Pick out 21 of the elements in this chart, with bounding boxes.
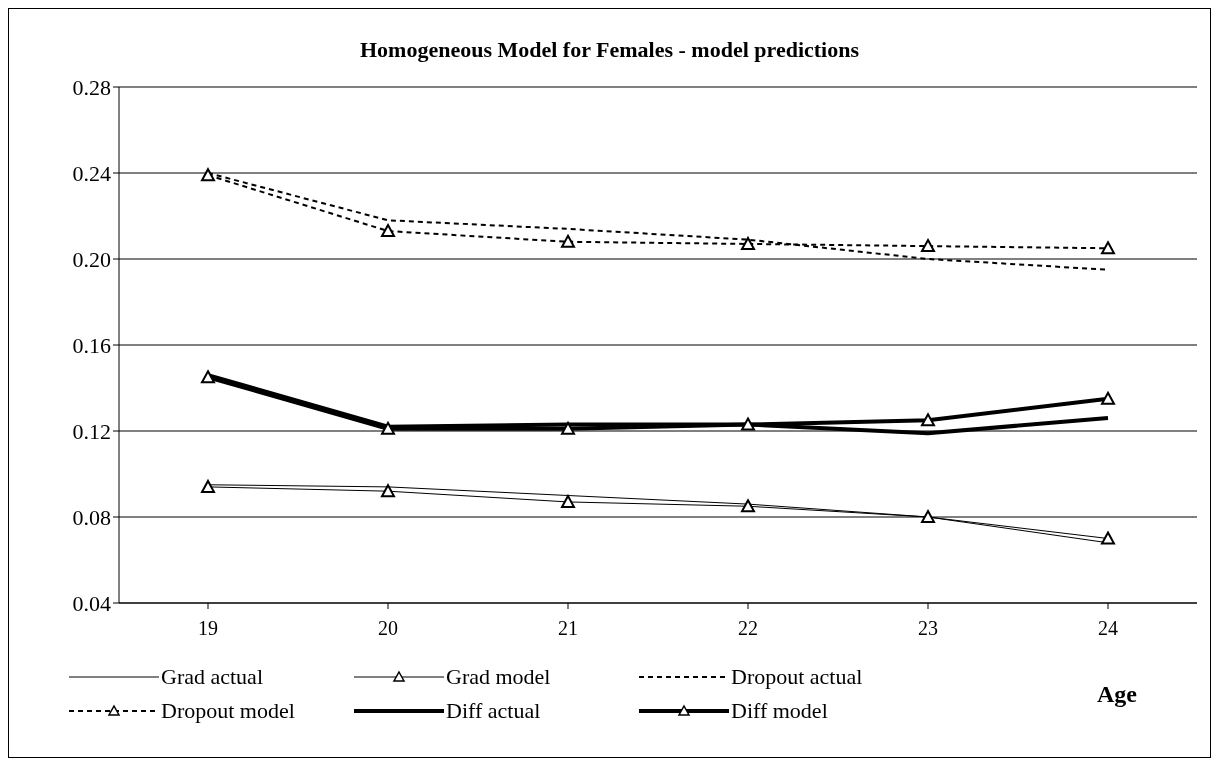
- legend-label: Grad actual: [161, 664, 263, 690]
- legend-label: Grad model: [446, 664, 551, 690]
- legend-label: Dropout model: [161, 698, 295, 724]
- chart-title: Homogeneous Model for Females - model predictions: [359, 37, 860, 63]
- y-tick-label: 0.20: [72, 246, 111, 272]
- x-tick-label: 23: [918, 617, 938, 640]
- legend-label: Dropout actual: [731, 664, 863, 690]
- x-tick-label: 21: [558, 617, 578, 640]
- x-tick-label: 20: [378, 617, 398, 640]
- x-axis-title: Age: [1097, 681, 1137, 708]
- y-tick-label: 0.16: [72, 332, 111, 358]
- legend-label: Diff actual: [446, 698, 541, 724]
- y-tick-label: 0.04: [72, 590, 111, 616]
- y-tick-label: 0.24: [72, 160, 111, 186]
- y-tick-label: 0.28: [72, 74, 111, 100]
- legend-label: Diff model: [731, 698, 828, 724]
- x-tick-label: 22: [738, 617, 758, 640]
- x-tick-label: 24: [1098, 617, 1118, 640]
- y-tick-label: 0.12: [72, 418, 111, 444]
- y-tick-label: 0.08: [72, 504, 111, 530]
- x-tick-label: 19: [198, 617, 218, 640]
